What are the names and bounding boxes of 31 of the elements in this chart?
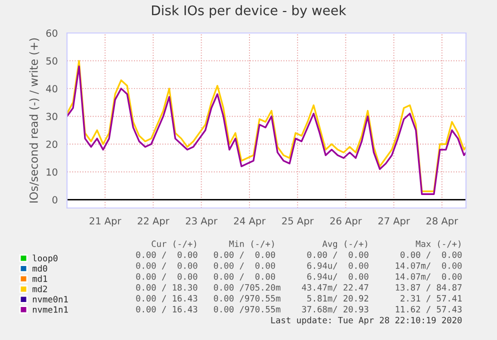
x-tick-label: 24 Apr [234,217,266,226]
y-tick-label: 10 [46,168,58,176]
y-tick-label: 30 [46,112,58,120]
x-tick-label: 27 Apr [378,217,410,226]
y-tick-label: 60 [46,29,58,37]
text: Last update: Tue Apr 28 22:10:19 2020 [271,316,462,326]
text: 0.00 / 16.43 0.00 /970.55m 37.68m/ 20.93 11.62 / 57.43 [136,306,462,314]
x-tick-label: 23 Apr [186,217,218,226]
text: 0.00 / 0.00 0.00 / 0.00 6.94u/ 0.00 14.07m/ 0.00 [136,262,462,270]
y-tick-label: 0 [52,196,58,204]
text: 0.00 / 0.00 0.00 / 0.00 0.00 / 0.00 0.00 / 0.00 [136,251,462,259]
x-tick-label: 25 Apr [282,217,314,226]
legend-label: md2 [32,286,47,292]
x-tick-label: 28 Apr [426,217,458,226]
text: 0.00 / 16.43 0.00 /970.55m 5.81m/ 20.92 2.31 / 57.41 [136,295,462,302]
x-tick-label: 22 Apr [138,217,170,226]
legend-label: md0 [32,265,48,272]
y-tick-label: 50 [46,57,58,65]
legend-label: nvme0n1 [32,296,68,302]
chart-title: Disk IOs per device - by week [152,5,346,18]
x-tick-label: 21 Apr [90,217,122,226]
y-tick-label: 20 [46,140,58,148]
text: 0.00 / 18.30 0.00 /705.20m 43.47m/ 22.47 13.87 / 84.87 [136,284,462,292]
y-axis-title: IOs/second read (-) / write (+) [29,38,40,203]
text: 0.00 / 0.00 0.00 / 0.00 6.94u/ 0.00 14.07m/ 0.00 [136,273,462,280]
legend-label: md1 [32,275,48,282]
y-tick-label: 40 [46,85,58,92]
text: Cur (-/+) Min (-/+) Avg (-/+) Max (-/+) [152,240,460,249]
legend-label: nvme1n1 [32,306,68,313]
legend-label: loop0 [32,254,58,264]
x-tick-label: 26 Apr [330,217,362,226]
